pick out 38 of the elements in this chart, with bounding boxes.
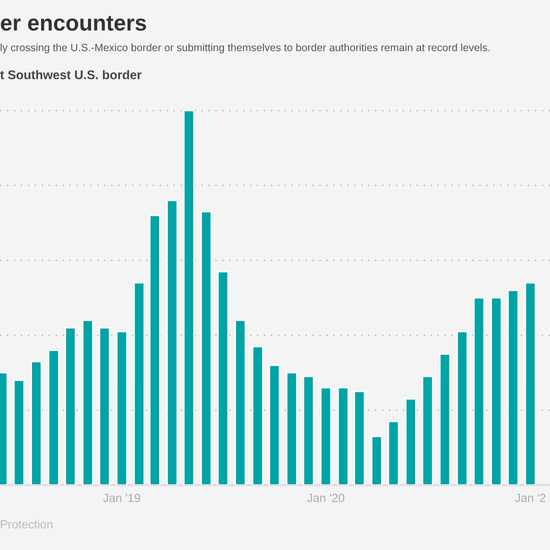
- bar: [200, 211, 212, 486]
- bar: [490, 297, 502, 486]
- chart-title: er encounters: [0, 16, 146, 31]
- bar: [30, 360, 42, 486]
- bar: [234, 320, 246, 486]
- bar: [320, 387, 332, 486]
- bar: [98, 327, 110, 486]
- bar: [48, 350, 60, 486]
- bar: [116, 330, 128, 486]
- x-tick-label: Jan '2: [515, 494, 546, 502]
- text: t Southwest U.S. border: [0, 70, 142, 80]
- bar: [217, 270, 229, 486]
- x-tick-label: Jan '20: [307, 494, 344, 502]
- bar: [439, 353, 451, 486]
- bar: [64, 327, 76, 486]
- bar: [422, 376, 434, 486]
- bar: [252, 346, 264, 486]
- chart-subtitle: ly crossing the U.S.-Mexico border or submitting themselves to border authorities remain at record levels.: [0, 43, 490, 54]
- bar: [268, 364, 280, 486]
- bar: [456, 330, 468, 486]
- bar: [371, 436, 382, 486]
- bar: [286, 372, 298, 486]
- bar: [388, 420, 400, 486]
- bar: [13, 380, 25, 486]
- bar: [183, 110, 195, 486]
- bar: [166, 200, 178, 486]
- bar: [133, 282, 145, 486]
- bar: [149, 214, 161, 486]
- bar: [405, 398, 417, 486]
- bar: [507, 290, 519, 486]
- bar: [354, 390, 366, 486]
- bar: [302, 376, 314, 486]
- text: Protection: [0, 520, 52, 528]
- bar: [524, 282, 536, 486]
- x-tick-label: Jan '19: [103, 494, 140, 502]
- bar: [82, 320, 94, 486]
- bar: [337, 387, 349, 486]
- bar: [473, 297, 485, 486]
